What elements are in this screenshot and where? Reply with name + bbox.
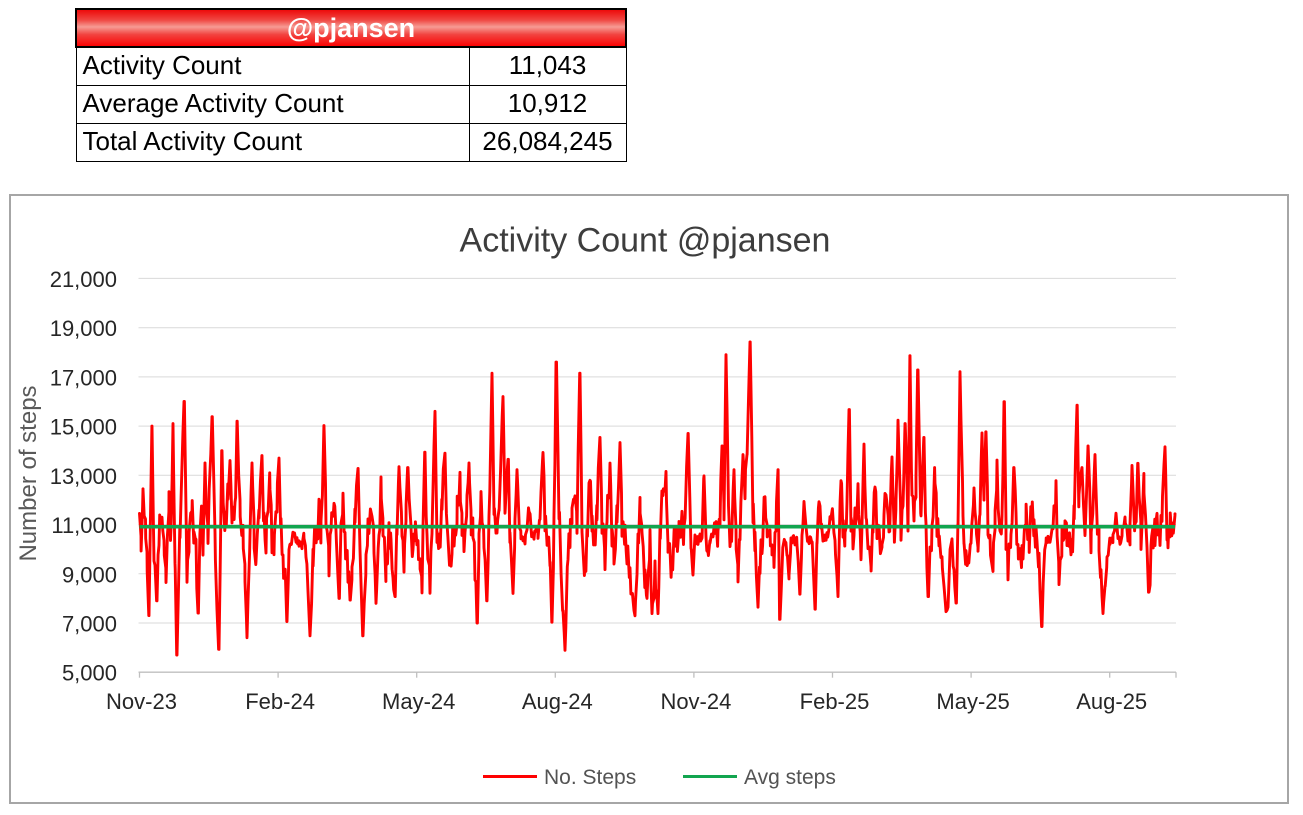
svg-text:Number of steps: Number of steps	[15, 385, 42, 561]
svg-text:Nov-24: Nov-24	[660, 689, 731, 714]
svg-text:Aug-24: Aug-24	[522, 689, 593, 714]
svg-text:9,000: 9,000	[62, 562, 117, 587]
svg-text:Aug-25: Aug-25	[1076, 689, 1147, 714]
svg-text:Feb-25: Feb-25	[800, 689, 870, 714]
svg-text:15,000: 15,000	[50, 415, 117, 440]
svg-text:May-25: May-25	[936, 689, 1009, 714]
svg-text:17,000: 17,000	[50, 365, 117, 390]
svg-text:7,000: 7,000	[62, 612, 117, 637]
svg-text:No. Steps: No. Steps	[544, 766, 636, 789]
svg-text:May-24: May-24	[382, 689, 455, 714]
svg-text:11,000: 11,000	[51, 513, 117, 538]
svg-text:21,000: 21,000	[50, 267, 117, 292]
svg-text:Feb-24: Feb-24	[245, 689, 315, 714]
svg-text:19,000: 19,000	[50, 316, 117, 341]
svg-text:Avg steps: Avg steps	[744, 766, 836, 789]
svg-text:Activity Count @pjansen: Activity Count @pjansen	[460, 222, 831, 260]
svg-text:13,000: 13,000	[50, 464, 117, 489]
svg-text:5,000: 5,000	[62, 661, 117, 686]
svg-text:Nov-23: Nov-23	[106, 689, 177, 714]
